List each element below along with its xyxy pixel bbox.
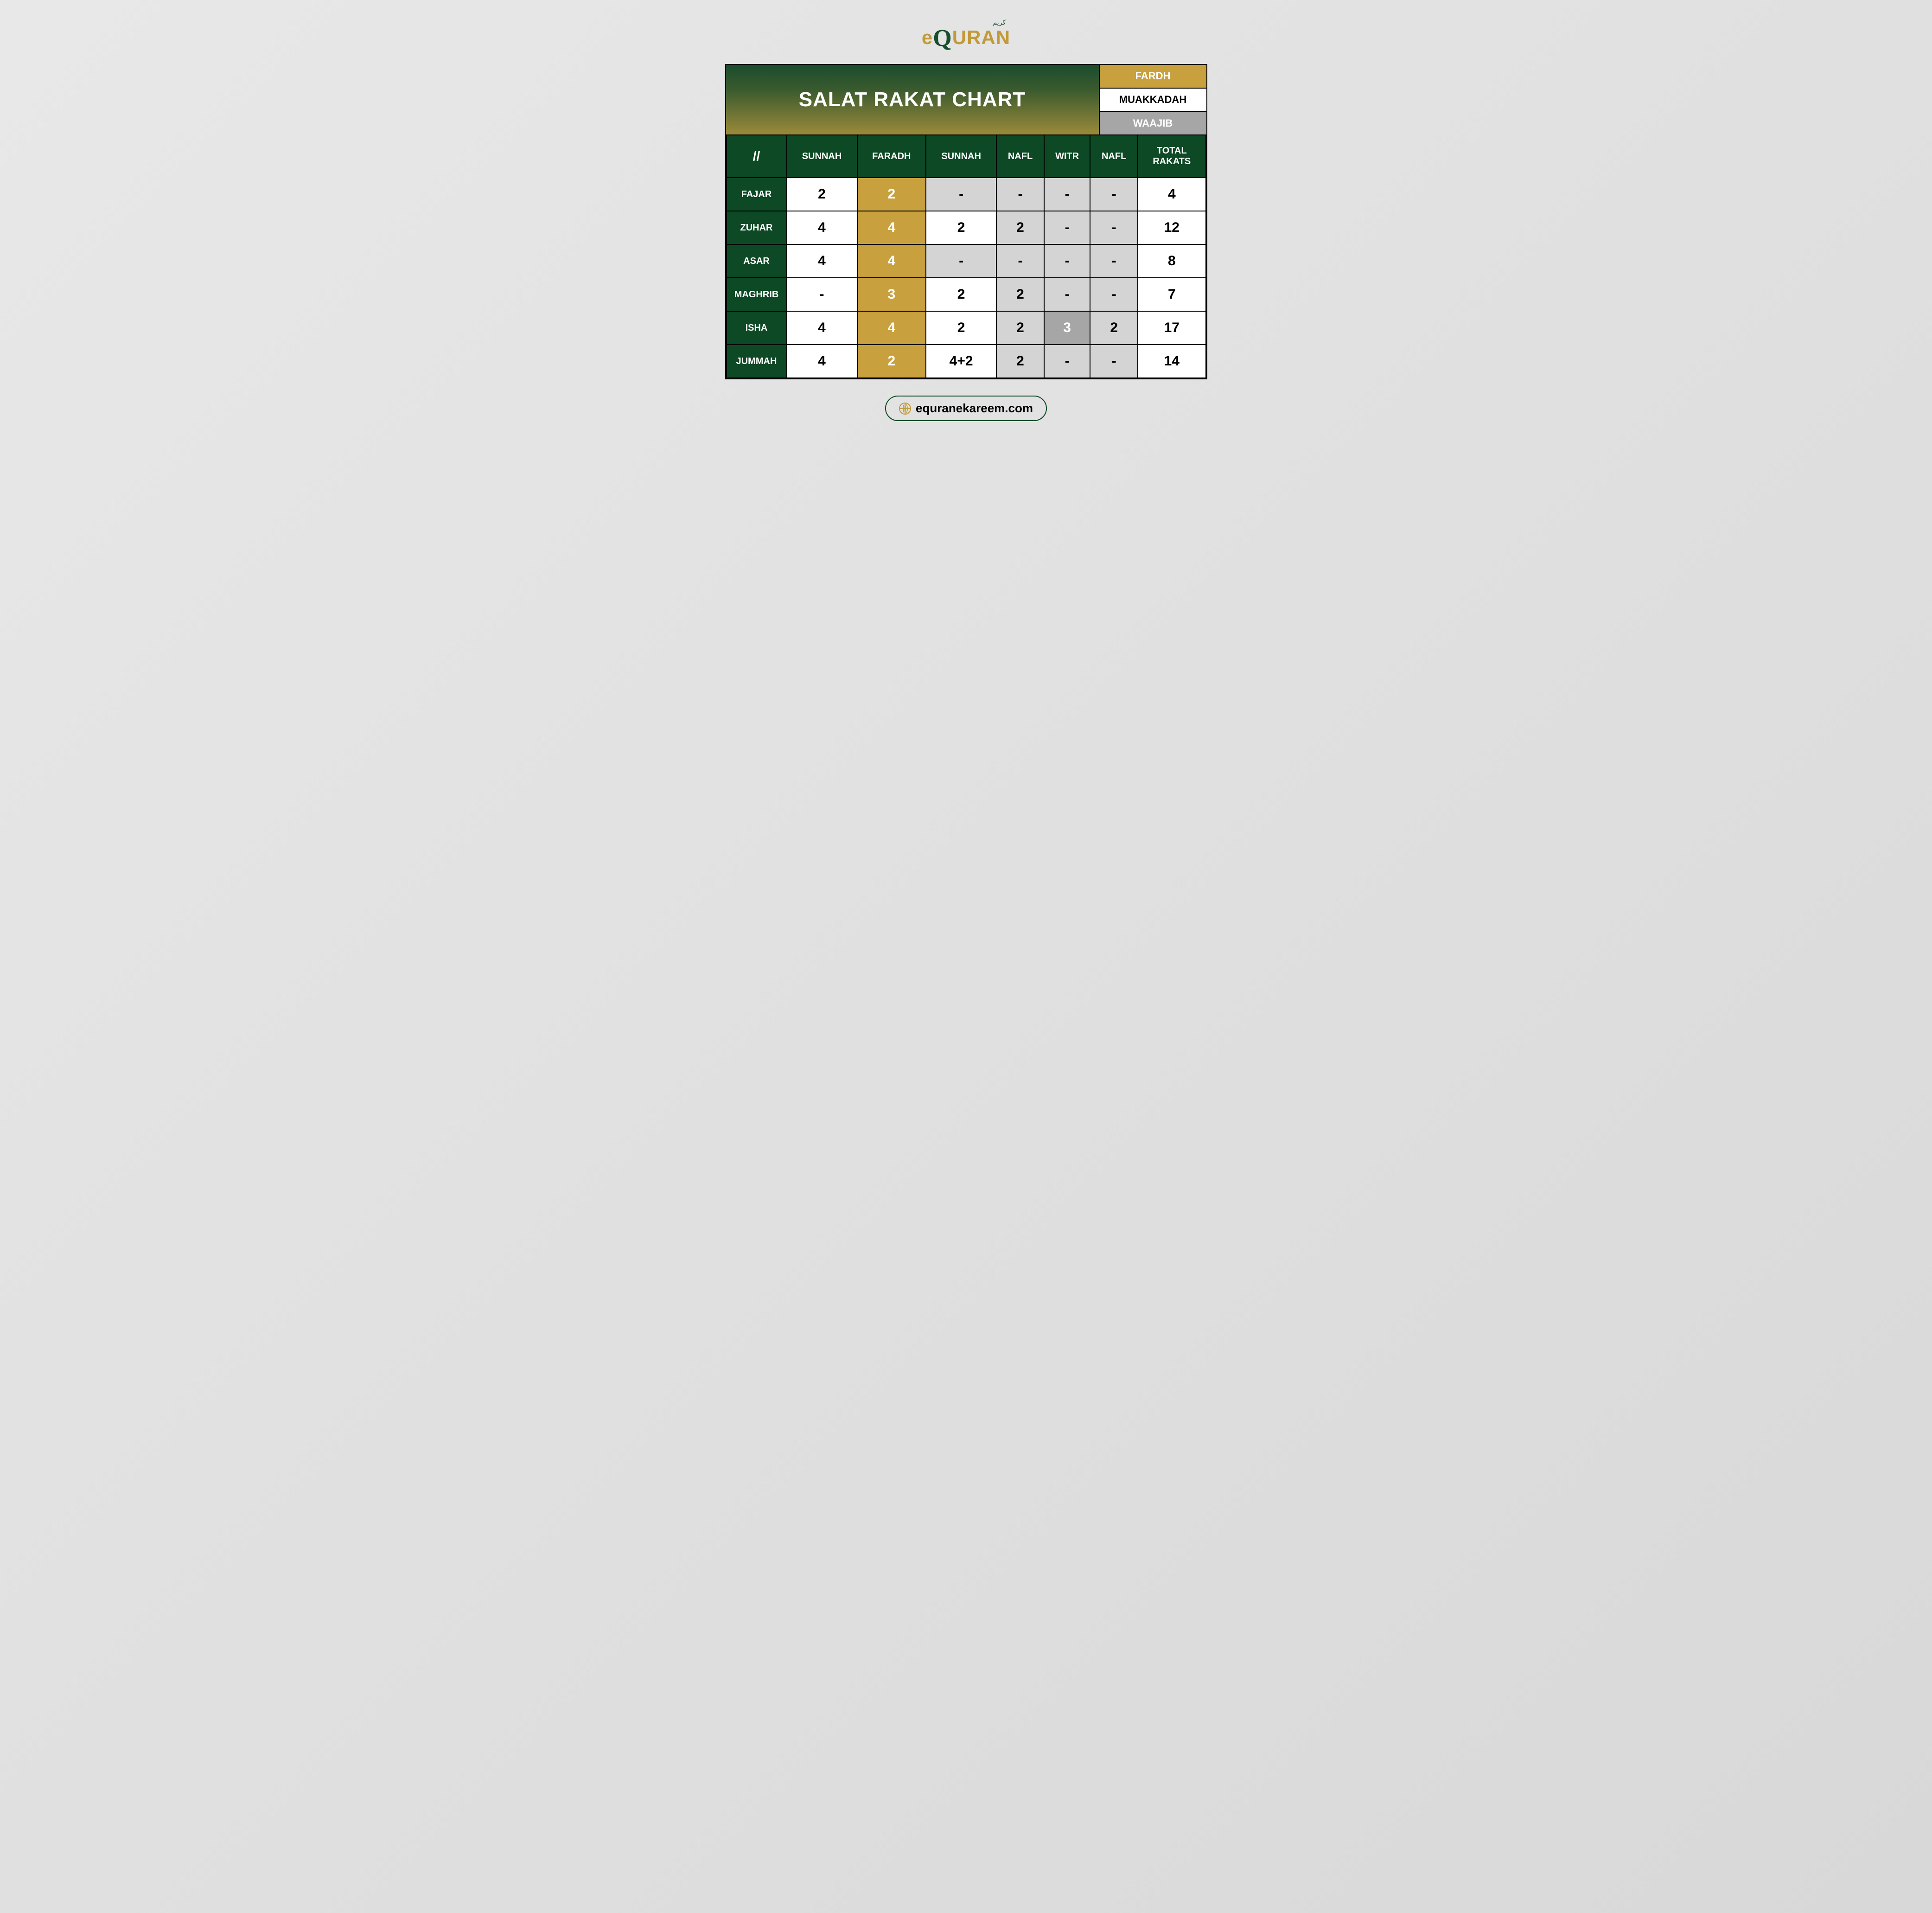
rakat-cell: 7 <box>1138 278 1205 311</box>
rakat-cell: - <box>1044 211 1090 244</box>
prayer-name: FAJAR <box>727 178 787 211</box>
rakat-cell: 2 <box>926 278 996 311</box>
rakat-cell: 4 <box>787 345 857 378</box>
rakat-cell: 8 <box>1138 244 1205 278</box>
rakat-cell: - <box>996 178 1044 211</box>
column-header: NAFL <box>1090 135 1138 178</box>
prayer-name: JUMMAH <box>727 345 787 378</box>
rakat-cell: - <box>1044 278 1090 311</box>
column-header: SUNNAH <box>787 135 857 178</box>
prayer-name: ASAR <box>727 244 787 278</box>
rakat-cell: - <box>1090 345 1138 378</box>
rakat-cell: 14 <box>1138 345 1205 378</box>
legend-fardh: FARDH <box>1100 65 1206 89</box>
table-row: ISHA44223217 <box>727 311 1206 345</box>
rakat-cell: - <box>926 178 996 211</box>
table-row: ASAR44----8 <box>727 244 1206 278</box>
rakat-cell: 4 <box>787 311 857 345</box>
rakat-cell: 4 <box>1138 178 1205 211</box>
rakat-cell: 4 <box>857 244 926 278</box>
rakat-cell: - <box>1090 278 1138 311</box>
rakat-cell: - <box>1090 178 1138 211</box>
rakat-cell: - <box>996 244 1044 278</box>
rakat-cell: 2 <box>926 311 996 345</box>
footer: equranekareem.com <box>885 396 1047 421</box>
table-row: JUMMAH424+22--14 <box>727 345 1206 378</box>
rakat-cell: - <box>926 244 996 278</box>
column-header: FARADH <box>857 135 926 178</box>
chart-header-block: SALAT RAKAT CHART FARDH MUAKKADAH WAAJIB <box>726 65 1206 134</box>
legend-muakkadah: MUAKKADAH <box>1100 89 1206 112</box>
rakat-cell: 4 <box>787 244 857 278</box>
rakat-cell: - <box>787 278 857 311</box>
legend-waajib: WAAJIB <box>1100 112 1206 134</box>
legend-column: FARDH MUAKKADAH WAAJIB <box>1100 65 1206 134</box>
prayer-name: MAGHRIB <box>727 278 787 311</box>
globe-icon <box>899 403 911 415</box>
table-row: FAJAR22----4 <box>727 178 1206 211</box>
rakat-chart: SALAT RAKAT CHART FARDH MUAKKADAH WAAJIB… <box>725 64 1207 379</box>
column-header: TOTALRAKATS <box>1138 135 1205 178</box>
table-header-row: //SUNNAHFARADHSUNNAHNAFLWITRNAFLTOTALRAK… <box>727 135 1206 178</box>
rakat-cell: 3 <box>1044 311 1090 345</box>
rakat-cell: 2 <box>996 211 1044 244</box>
rakat-cell: 2 <box>996 311 1044 345</box>
rakat-table: //SUNNAHFARADHSUNNAHNAFLWITRNAFLTOTALRAK… <box>726 134 1206 378</box>
table-row: ZUHAR4422--12 <box>727 211 1206 244</box>
logo-part-uran: URAN <box>952 26 1010 48</box>
chart-title: SALAT RAKAT CHART <box>726 65 1100 134</box>
rakat-cell: - <box>1090 244 1138 278</box>
rakat-cell: 3 <box>857 278 926 311</box>
prayer-name: ZUHAR <box>727 211 787 244</box>
column-header: // <box>727 135 787 178</box>
prayer-name: ISHA <box>727 311 787 345</box>
table-row: MAGHRIB-322--7 <box>727 278 1206 311</box>
logo-part-q: Q <box>933 25 952 51</box>
rakat-cell: - <box>1044 244 1090 278</box>
rakat-cell: - <box>1044 178 1090 211</box>
rakat-cell: 4 <box>857 311 926 345</box>
rakat-cell: 4+2 <box>926 345 996 378</box>
logo-part-e: e <box>922 26 933 48</box>
rakat-cell: 2 <box>996 345 1044 378</box>
column-header: WITR <box>1044 135 1090 178</box>
rakat-cell: 17 <box>1138 311 1205 345</box>
rakat-cell: 2 <box>857 178 926 211</box>
rakat-cell: 2 <box>857 345 926 378</box>
brand-logo: كريم eQURAN <box>922 19 1010 50</box>
column-header: SUNNAH <box>926 135 996 178</box>
rakat-cell: 2 <box>996 278 1044 311</box>
column-header: NAFL <box>996 135 1044 178</box>
rakat-cell: 2 <box>1090 311 1138 345</box>
rakat-cell: - <box>1090 211 1138 244</box>
rakat-cell: 12 <box>1138 211 1205 244</box>
rakat-cell: 4 <box>857 211 926 244</box>
website-url: equranekareem.com <box>916 401 1033 416</box>
website-pill[interactable]: equranekareem.com <box>885 396 1047 421</box>
rakat-cell: 2 <box>787 178 857 211</box>
rakat-cell: 2 <box>926 211 996 244</box>
rakat-cell: - <box>1044 345 1090 378</box>
rakat-cell: 4 <box>787 211 857 244</box>
